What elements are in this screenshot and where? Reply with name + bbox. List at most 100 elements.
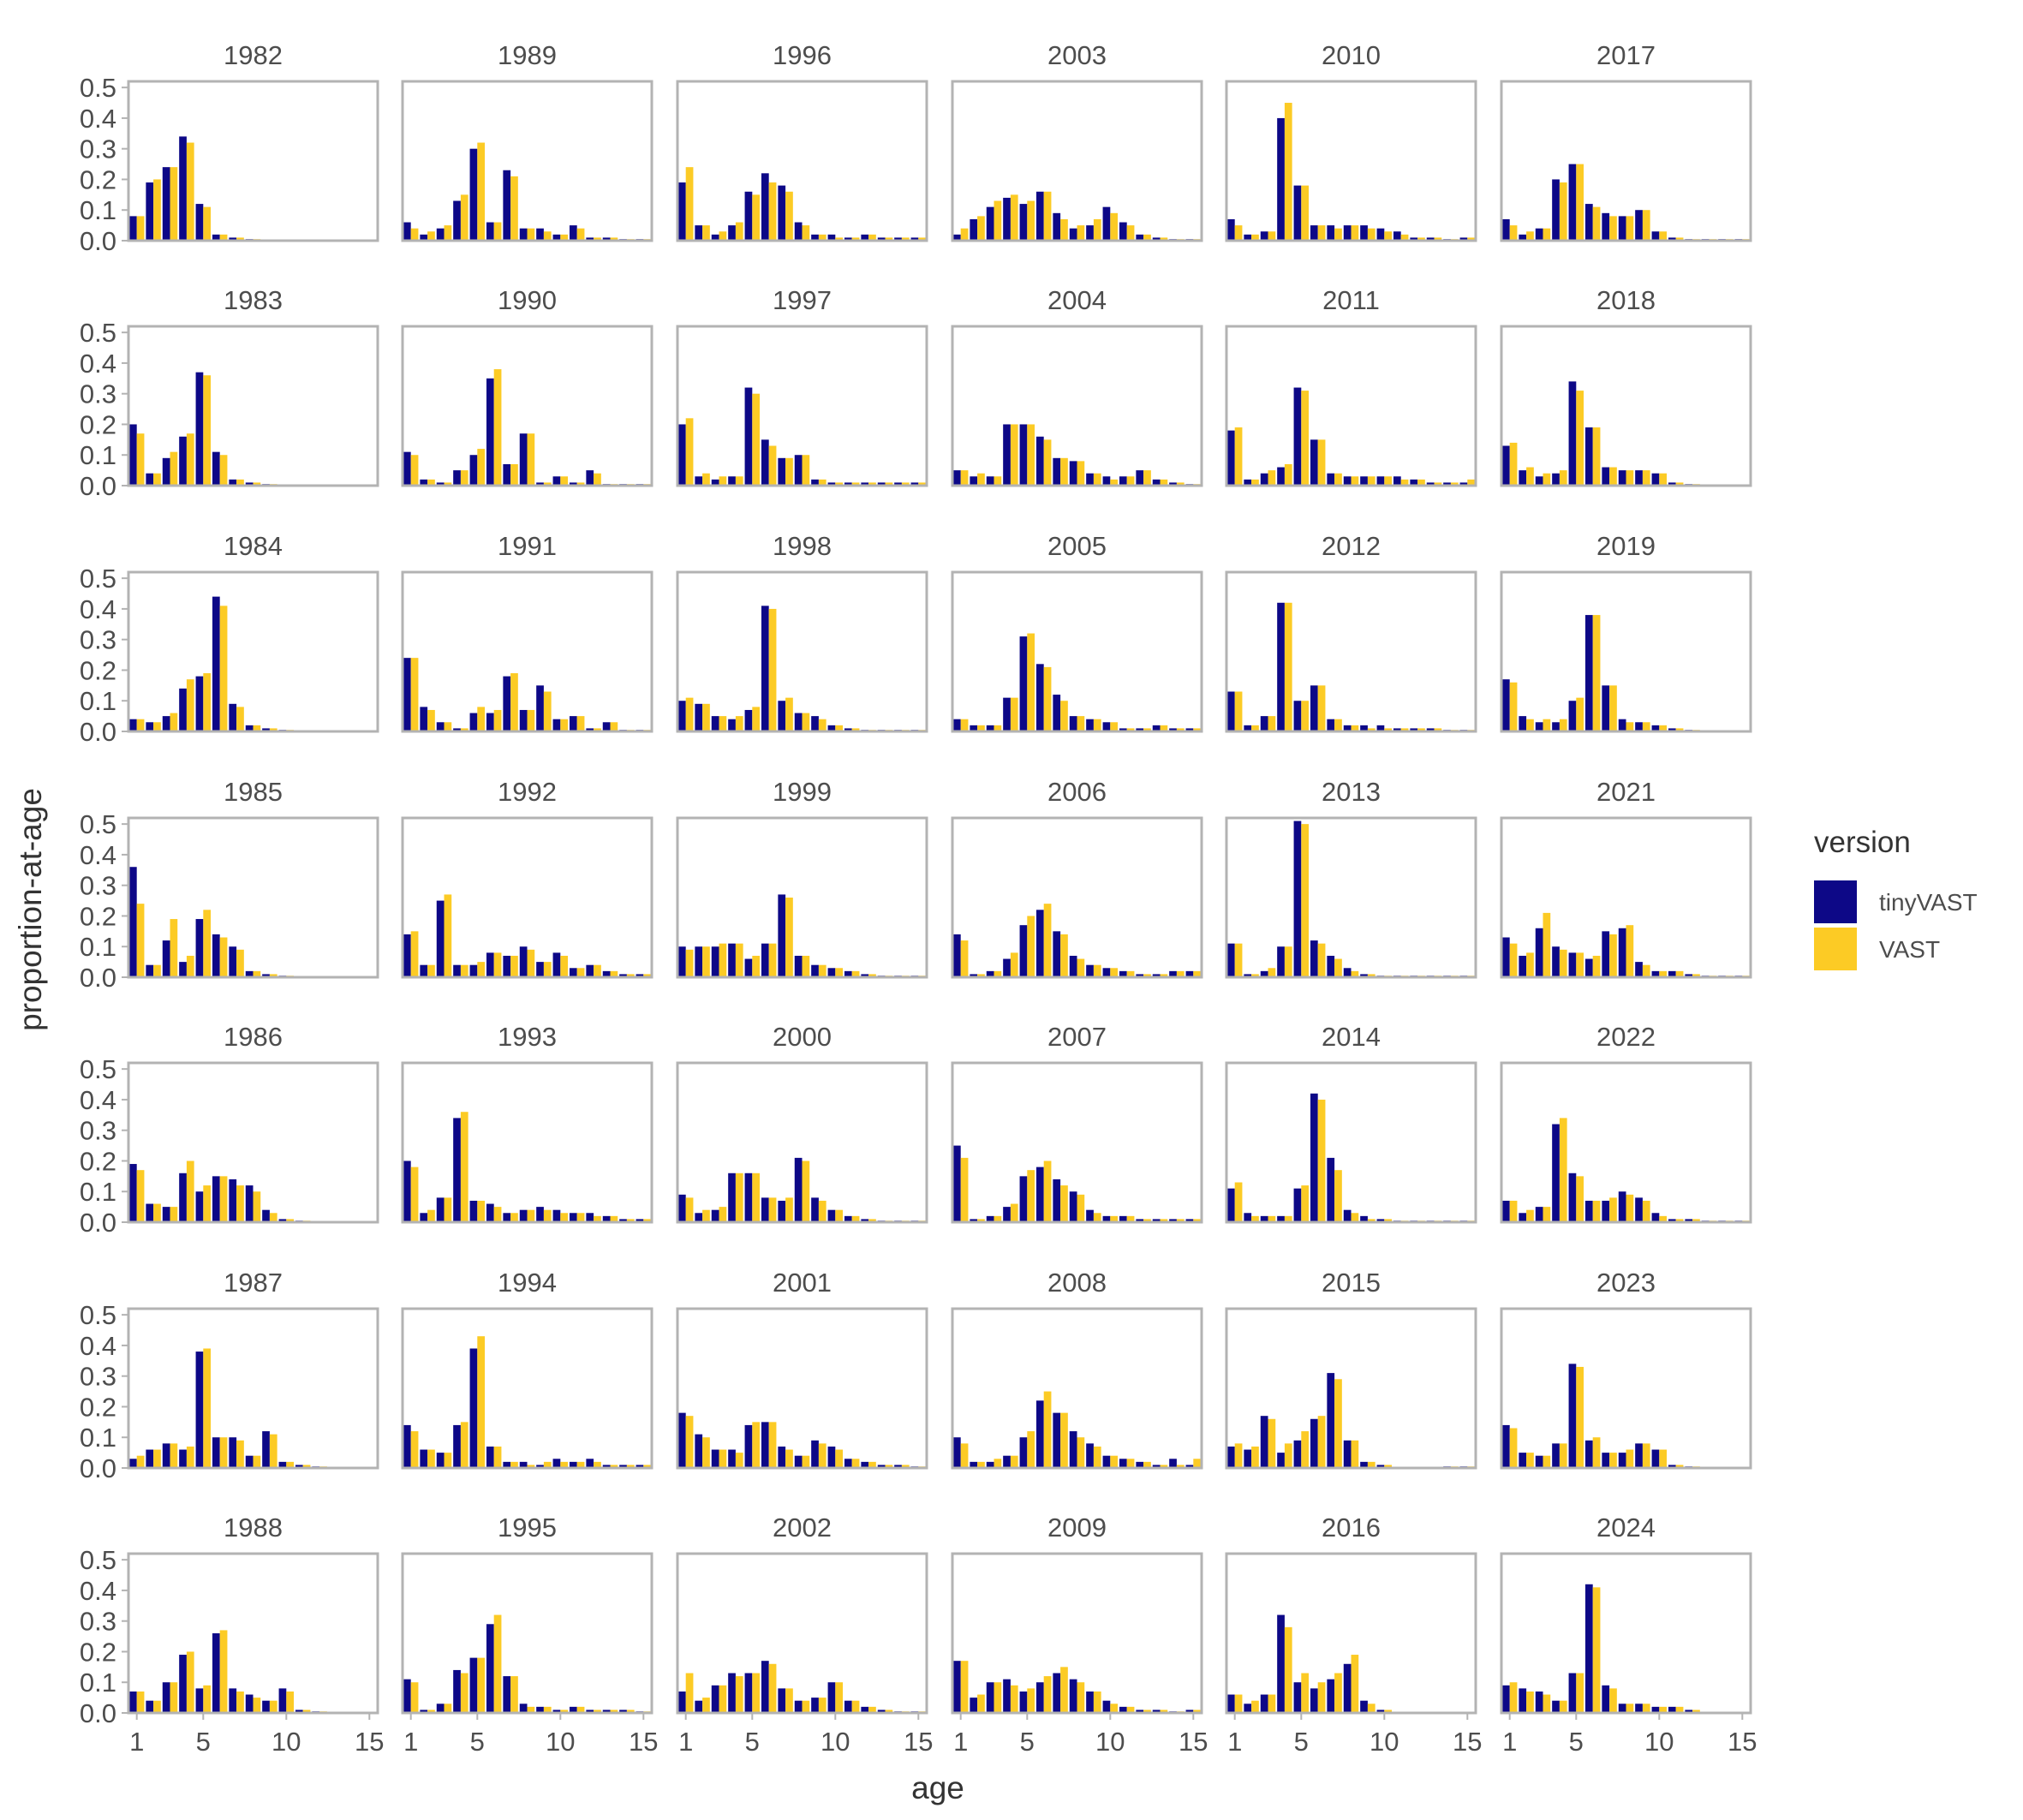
bar-vast xyxy=(493,369,502,486)
bar-vast xyxy=(752,194,761,241)
bar-vast xyxy=(594,1215,601,1222)
bar-vast xyxy=(1176,1219,1185,1222)
bar-vast xyxy=(1543,1455,1551,1468)
bar-vast xyxy=(702,1209,710,1222)
panel-title: 1995 xyxy=(498,1513,557,1543)
bar-vast xyxy=(560,1213,569,1222)
bar-tinyvast xyxy=(1501,1685,1510,1713)
bar-vast xyxy=(1093,218,1101,241)
bar-tinyvast xyxy=(162,1207,170,1222)
bar-vast xyxy=(868,1461,876,1468)
bar-tinyvast xyxy=(1618,719,1626,731)
bar-tinyvast xyxy=(1053,931,1061,977)
bar-vast xyxy=(153,1203,161,1222)
x-tick-label: 10 xyxy=(1370,1727,1399,1757)
bar-tinyvast xyxy=(602,1465,611,1468)
panel-title: 2023 xyxy=(1596,1268,1656,1298)
panel-border xyxy=(401,1061,653,1224)
bar-vast xyxy=(1351,225,1359,241)
bar-vast xyxy=(1093,1446,1101,1468)
bar-vast xyxy=(1093,1213,1101,1222)
bar-vast xyxy=(1160,1219,1168,1222)
bar-vast xyxy=(1526,467,1534,486)
panel-title: 2002 xyxy=(773,1513,832,1543)
bar-vast xyxy=(153,1700,161,1713)
bar-vast xyxy=(594,964,601,977)
bar-vast xyxy=(1093,964,1101,977)
bar-vast xyxy=(610,722,618,731)
bar-tinyvast xyxy=(711,479,719,486)
bar-tinyvast xyxy=(278,1219,287,1222)
bar-tinyvast xyxy=(811,716,819,731)
bar-tinyvast xyxy=(436,900,445,977)
bar-tinyvast xyxy=(761,173,769,241)
bar-vast xyxy=(785,1688,793,1713)
bar-vast xyxy=(1268,1418,1276,1468)
bar-tinyvast xyxy=(711,1449,719,1468)
bar-tinyvast xyxy=(128,719,137,731)
x-tick-label: 15 xyxy=(355,1727,384,1757)
bar-vast xyxy=(785,1449,793,1468)
x-tick-label: 5 xyxy=(1020,1727,1035,1757)
bar-tinyvast xyxy=(1119,1459,1127,1468)
bar-tinyvast xyxy=(436,1453,445,1468)
bar-tinyvast xyxy=(1343,225,1352,241)
bar-vast xyxy=(1193,970,1202,977)
panel-border xyxy=(1225,570,1477,733)
bar-vast xyxy=(1268,968,1276,977)
bar-tinyvast xyxy=(1535,476,1543,486)
bar-vast xyxy=(1193,1219,1202,1222)
bar-vast xyxy=(818,719,827,731)
bar-vast xyxy=(236,707,244,731)
bar-vast xyxy=(960,1157,969,1222)
bar-tinyvast xyxy=(1635,1197,1643,1222)
bar-tinyvast xyxy=(1584,1584,1593,1713)
bar-tinyvast xyxy=(711,234,719,241)
bar-vast xyxy=(1126,1459,1135,1468)
bar-tinyvast xyxy=(1618,1453,1626,1468)
bar-tinyvast xyxy=(245,1185,254,1222)
bar-vast xyxy=(576,968,585,977)
bar-vast xyxy=(1043,1391,1052,1468)
bar-tinyvast xyxy=(602,1710,611,1713)
bar-tinyvast xyxy=(1376,1219,1385,1222)
bar-tinyvast xyxy=(1169,1219,1177,1222)
bar-vast xyxy=(444,225,452,241)
bar-vast xyxy=(835,237,844,241)
panel-title: 2017 xyxy=(1596,40,1656,70)
bar-tinyvast xyxy=(552,952,561,977)
bar-vast xyxy=(1143,1219,1151,1222)
bar-tinyvast xyxy=(1668,728,1676,731)
bar-vast xyxy=(885,482,893,486)
bar-vast xyxy=(1334,1673,1342,1713)
bar-tinyvast xyxy=(403,222,411,241)
bar-vast xyxy=(610,1710,618,1713)
bar-tinyvast xyxy=(1685,1710,1693,1713)
bar-tinyvast xyxy=(1393,476,1401,486)
bar-tinyvast xyxy=(827,968,836,977)
bar-vast xyxy=(1576,1366,1584,1468)
bar-tinyvast xyxy=(212,934,220,977)
bar-tinyvast xyxy=(1136,1461,1144,1468)
bar-tinyvast xyxy=(677,424,686,486)
bar-vast xyxy=(253,725,261,731)
bar-vast xyxy=(527,949,535,977)
bar-tinyvast xyxy=(1053,1179,1061,1222)
bar-vast xyxy=(1268,716,1276,731)
bar-vast xyxy=(610,970,618,977)
bar-vast xyxy=(543,482,552,486)
bar-vast xyxy=(1675,728,1684,731)
panel-1986: 1986 0.00.10.20.30.40.5 xyxy=(80,1022,379,1238)
bar-tinyvast xyxy=(1535,1207,1543,1222)
y-tick-label: 0.3 xyxy=(80,1362,116,1392)
panel-1982: 1982 0.00.10.20.30.40.5 xyxy=(80,40,379,256)
bar-tinyvast xyxy=(1519,1453,1527,1468)
bar-vast xyxy=(851,728,860,731)
bar-vast xyxy=(885,1465,893,1468)
bar-vast xyxy=(286,1461,295,1468)
bar-vast xyxy=(768,1197,777,1222)
bar-tinyvast xyxy=(1668,482,1676,486)
bar-tinyvast xyxy=(728,476,736,486)
bar-tinyvast xyxy=(1651,473,1660,486)
